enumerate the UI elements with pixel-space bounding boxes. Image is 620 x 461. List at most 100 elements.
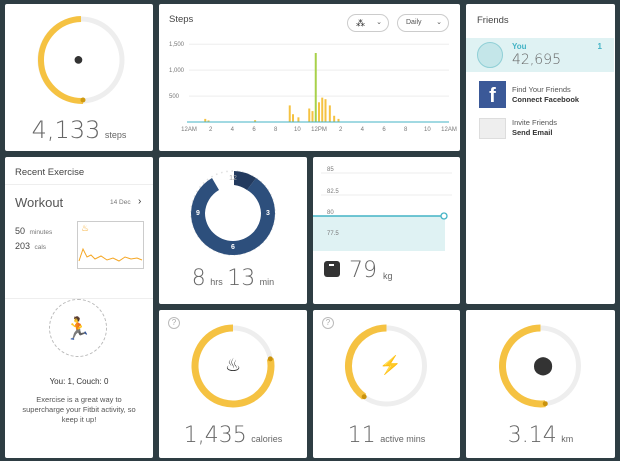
clock-label-12: 12 [229,175,237,182]
flame-icon: ♨ [81,223,90,233]
facebook-icon: f [479,81,506,108]
steps-bar [254,120,257,122]
active-minutes-unit: active mins [380,434,426,444]
invite-friends-row[interactable]: Invite Friends Send Email [466,114,614,144]
steps-bar [288,105,291,122]
steps-bar [297,117,300,122]
connect-facebook-row[interactable]: f Find Your Friends Connect Facebook [466,78,614,112]
steps-tile[interactable]: ● 4,133 steps [5,4,153,151]
weight-y-tick: 85 [327,167,334,173]
steps-chart-title: Steps [169,14,194,25]
moon-icon [225,202,243,223]
steps-bar [324,99,327,122]
calories-value: 1,435 [183,423,247,448]
exercise-title: Recent Exercise [15,167,85,178]
friend-name: You [512,42,527,51]
steps-y-tick: 1,000 [169,68,185,74]
sleep-minutes: 13 [227,266,256,291]
weight-y-tick: 77.5 [327,231,339,237]
exercise-header-divider [5,184,153,185]
email-icon [479,118,506,139]
steps-x-tick: 6 [382,127,386,133]
scale-icon [324,261,340,277]
steps-x-tick: 8 [404,127,408,133]
weight-tile[interactable]: 85 82.5 80 77.5 79 kg [313,157,460,304]
distance-value: 3.14 [507,423,557,448]
active-minutes-tile[interactable]: ? ⚡ 11 active mins [313,310,460,458]
activity-name: Workout [15,195,64,210]
running-icon: 🏃 [49,299,107,357]
progress-end-dot [267,356,273,362]
help-icon[interactable]: ? [322,317,334,329]
steps-x-tick: 12AM [441,127,457,133]
steps-chart-tile: Steps ⁂ ⌄ Daily ⌄ 1,500 1,000 500 12AM 2 4 6 8 1… [159,4,460,151]
progress-end-dot [361,394,367,400]
flame-icon: ♨ [225,355,242,375]
steps-x-tick: 10 [424,127,431,133]
range-select[interactable]: Daily ⌄ [397,14,449,32]
steps-x-tick: 2 [339,127,343,133]
lightning-icon: ⚡ [379,355,402,375]
steps-y-tick: 500 [169,94,180,100]
steps-bar [333,115,336,122]
chevron-down-icon: ⌄ [376,19,382,26]
steps-bar [308,108,311,122]
recent-exercise-tile: Recent Exercise Workout 14 Dec › 50 minu… [5,157,153,458]
chevron-right-icon[interactable]: › [138,196,142,207]
distance-tile[interactable]: ⬤ 3.14 km [466,310,615,458]
weight-value: 79 [349,258,377,283]
calories-tile[interactable]: ? ♨ 1,435 calories [159,310,307,458]
steps-x-tick: 12PM [311,127,327,133]
active-minutes-value: 11 [347,423,376,448]
steps-x-tick: 8 [274,127,278,133]
clock-label-6: 6 [231,244,235,251]
steps-value: 4,133 [31,116,101,144]
steps-bar [314,53,317,122]
exercise-entry[interactable]: Workout 14 Dec › 50 minutes 203 cals ♨ [5,185,153,297]
steps-x-tick: 10 [294,127,301,133]
steps-bar [311,111,314,122]
sleep-hours: 8 [191,266,206,291]
steps-x-tick: 4 [361,127,365,133]
weight-unit: kg [383,271,393,281]
sleep-minutes-label: min [259,277,275,287]
weight-y-tick: 80 [327,210,334,216]
device-toggle[interactable]: ⁂ ⌄ [347,14,389,32]
sleep-tile[interactable]: 12 3 6 9 8 hrs 13 min [159,157,307,304]
send-email-link[interactable]: Send Email [512,128,553,137]
clock-label-9: 9 [196,210,200,217]
activity-date: 14 Dec [110,199,131,206]
calories-unit: calories [251,434,283,444]
steps-progress-ring [37,16,125,105]
active-minutes-progress-ring [345,324,427,407]
weight-y-tick: 82.5 [327,189,339,195]
steps-y-tick: 1,500 [169,42,185,48]
steps-x-tick: 6 [252,127,256,133]
calories-progress-ring [191,324,275,408]
steps-bar [318,102,320,122]
help-icon[interactable]: ? [168,317,180,329]
progress-arc [345,324,387,400]
exercise-divider [5,298,153,299]
footprints-icon: ● [73,49,84,69]
steps-bar [321,97,324,122]
location-pin-icon: ⬤ [533,355,554,375]
distance-unit: km [561,434,574,444]
weight-point[interactable] [440,212,448,220]
exercise-message: Exercise is a great way to supercharge y… [22,395,136,424]
sleep-clock: 12 3 6 9 [190,170,276,256]
minutes-value: 50 [15,226,26,236]
friend-row-you[interactable]: You 1 42,695 [466,38,614,72]
steps-bar [292,114,294,122]
steps-bar [204,118,207,122]
friend-rank: 1 [597,42,602,51]
weight-chart: 85 82.5 80 77.5 [313,167,452,251]
steps-x-tick: 12AM [181,127,197,133]
avatar [477,42,503,68]
friends-title: Friends [477,15,509,26]
steps-bar [337,118,340,122]
progress-arc [191,324,275,408]
invite-friends-text: Invite Friends [512,118,558,127]
connect-facebook-link[interactable]: Connect Facebook [512,95,580,104]
find-friends-text: Find Your Friends [512,85,571,94]
